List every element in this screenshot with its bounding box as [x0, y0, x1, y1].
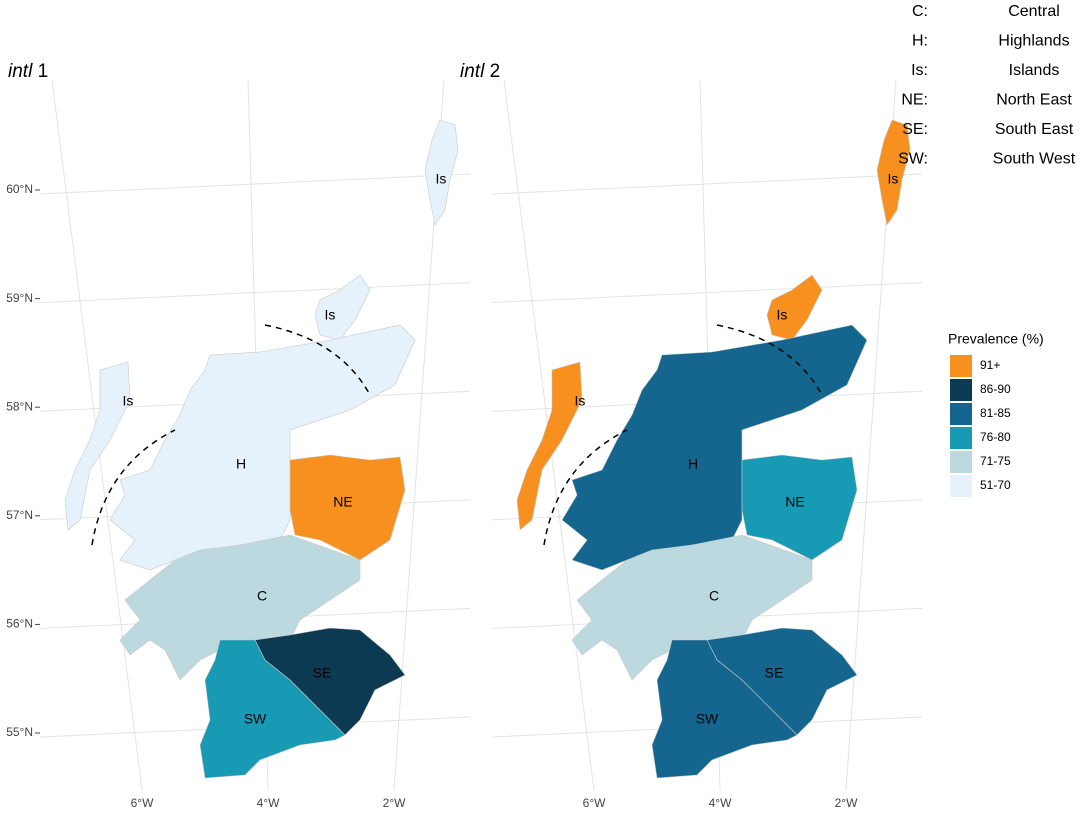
region-label: SW	[244, 711, 267, 727]
key-name: South West	[993, 151, 1076, 168]
lat-tick-label: 55°N	[6, 725, 33, 739]
region-label: C	[709, 588, 719, 604]
region-label: Is	[436, 171, 447, 187]
region	[651, 639, 798, 779]
legend-swatch	[950, 355, 972, 377]
legend-label: 76-80	[980, 430, 1011, 444]
region-label: Is	[777, 307, 788, 323]
region-label: H	[236, 456, 246, 472]
lat-tick-label: 56°N	[6, 617, 33, 631]
lon-tick-label: 4°W	[257, 796, 280, 810]
region	[424, 119, 459, 226]
key-name: Islands	[1009, 62, 1060, 79]
graticule-lat	[491, 282, 923, 304]
region	[741, 454, 858, 561]
title-suffix: 2	[490, 61, 501, 82]
key-code: C:	[912, 3, 928, 20]
legend-swatch	[950, 427, 972, 449]
lon-tick-label: 2°W	[383, 796, 406, 810]
key-name: South East	[995, 121, 1074, 138]
lat-tick-label: 59°N	[6, 291, 33, 305]
region-label: Is	[123, 393, 134, 409]
title-suffix: 1	[38, 61, 49, 82]
lat-tick-label: 60°N	[6, 182, 33, 196]
region-label: SE	[313, 665, 332, 681]
legend-label: 71-75	[980, 454, 1011, 468]
region-label: Is	[575, 393, 586, 409]
lon-tick-label: 4°W	[709, 796, 732, 810]
legend-label: 86-90	[980, 382, 1011, 396]
region-label: NE	[333, 494, 352, 510]
title-main: intl	[460, 61, 485, 82]
region-label: SE	[765, 665, 784, 681]
region-label: NE	[785, 494, 804, 510]
region	[64, 361, 131, 531]
lat-tick-label: 58°N	[6, 399, 33, 413]
legend-swatch	[950, 475, 972, 497]
title-main: intl	[8, 61, 33, 82]
legend-swatch	[950, 379, 972, 401]
legend-label: 51-70	[980, 478, 1011, 492]
legend-swatch	[950, 451, 972, 473]
graticule-lat	[39, 282, 471, 304]
lat-tick-label: 57°N	[6, 508, 33, 522]
key-name: Central	[1008, 3, 1060, 20]
region	[766, 274, 823, 341]
key-code: H:	[912, 33, 928, 50]
legend-swatch	[950, 403, 972, 425]
key-name: North East	[996, 92, 1072, 109]
region-label: Is	[888, 171, 899, 187]
region-label: H	[688, 456, 698, 472]
region	[199, 639, 346, 779]
boundary-arc	[716, 324, 823, 396]
graticule-lat	[39, 173, 471, 195]
graticule-lat	[491, 173, 923, 195]
region	[876, 119, 911, 226]
key-name: Highlands	[998, 33, 1069, 50]
legend-title: Prevalence (%)	[948, 331, 1044, 347]
panel-title: intl 1	[8, 61, 48, 82]
region-label: SW	[696, 711, 719, 727]
map-panel: 6°W 4°W 2°W intl 2 Is Is Is H NE C SE SW	[460, 61, 923, 810]
panel-title: intl 2	[460, 61, 500, 82]
key-code: Is:	[911, 62, 928, 79]
boundary-arc	[264, 324, 371, 396]
region	[516, 361, 583, 531]
lon-tick-label: 6°W	[131, 796, 154, 810]
region-label: C	[257, 588, 267, 604]
lon-tick-label: 6°W	[583, 796, 606, 810]
legend-label: 91+	[980, 358, 1000, 372]
key-code: NE:	[901, 92, 928, 109]
region	[289, 454, 406, 561]
legend-label: 81-85	[980, 406, 1011, 420]
key-code: SW:	[898, 151, 928, 168]
region-label: Is	[325, 307, 336, 323]
map-panel: 6°W 4°W 2°W intl 1 Is Is Is H NE C SE SW	[8, 61, 471, 810]
region	[314, 274, 371, 341]
key-code: SE:	[902, 121, 928, 138]
lon-tick-label: 2°W	[835, 796, 858, 810]
